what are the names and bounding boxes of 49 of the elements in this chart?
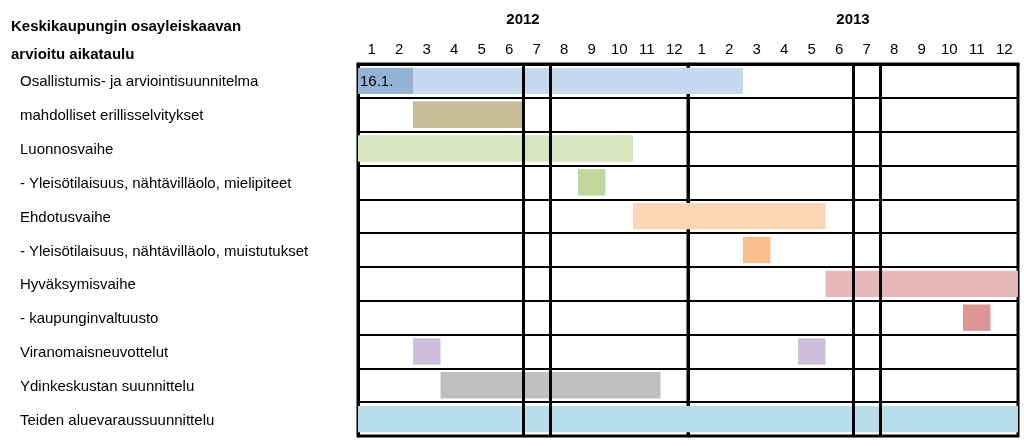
bar bbox=[358, 135, 633, 162]
x-tick-label: 4 bbox=[780, 40, 789, 57]
bar bbox=[440, 372, 661, 399]
bar bbox=[825, 270, 1018, 298]
x2-axis-title: 2013 bbox=[836, 10, 870, 27]
y-tick-label: Ydinkeskustan suunnittelu bbox=[20, 376, 195, 394]
x-tick-label: 7 bbox=[532, 40, 541, 57]
bar bbox=[798, 338, 826, 365]
y-tick-label: - Yleisötilaisuus, nähtävilläolo, mielipiteet bbox=[20, 173, 293, 191]
y-tick-label: - Yleisötilaisuus, nähtävilläolo, muistutukset bbox=[20, 241, 310, 259]
x-tick-label: 9 bbox=[587, 40, 596, 57]
x-tick-label: 10 bbox=[610, 40, 628, 57]
y-tick-label: Hyväksymisvaihe bbox=[20, 275, 136, 293]
x-tick-label: 11 bbox=[968, 40, 985, 57]
x-tick-label: 3 bbox=[422, 40, 431, 57]
x-tick-label: 8 bbox=[890, 40, 899, 57]
x-tick-label: 1 bbox=[367, 40, 376, 57]
y-tick-label: Luonnosvaihe bbox=[20, 140, 114, 158]
x-tick-label: 12 bbox=[995, 40, 1013, 57]
x-tick-label: 3 bbox=[752, 40, 761, 57]
x-tick-label: 7 bbox=[862, 40, 871, 57]
x-tick-label: 10 bbox=[940, 40, 958, 57]
x-tick-label: 2 bbox=[395, 40, 404, 57]
y-tick-label: mahdolliset erillisselvitykset bbox=[20, 106, 205, 124]
x-tick-label: 12 bbox=[665, 40, 683, 57]
y-tick-label: Osallistumis- ja arviointisuunnitelma bbox=[20, 72, 260, 90]
x-tick-label: 5 bbox=[807, 40, 816, 57]
x-tick-label: 11 bbox=[638, 40, 655, 57]
x-tick-label: 9 bbox=[917, 40, 926, 57]
text: Keskikaupungin osayleiskaavan arvioitu aikataulu bbox=[11, 16, 242, 62]
bar bbox=[413, 101, 523, 128]
y-tick-label: - kaupunginvaltuusto bbox=[20, 309, 159, 327]
x-tick-label: 5 bbox=[477, 40, 486, 57]
x-tick-label: 6 bbox=[505, 40, 514, 57]
x-tick-label: 8 bbox=[560, 40, 569, 57]
y-tick-label: Viranomaisneuvottelut bbox=[20, 342, 169, 360]
x2-axis-title: 2012 bbox=[506, 10, 540, 27]
bar bbox=[578, 169, 606, 196]
y-tick-label: Teiden aluevaraussuunnittelu bbox=[20, 410, 215, 428]
bar bbox=[743, 236, 771, 264]
y-tick-label: Ehdotusvaihe bbox=[20, 207, 111, 225]
x-tick-label: 4 bbox=[450, 40, 459, 57]
x-tick-label: 6 bbox=[835, 40, 844, 57]
x-tick-label: 1 bbox=[697, 40, 706, 57]
bar bbox=[413, 338, 441, 365]
x-tick-label: 2 bbox=[725, 40, 734, 57]
annotation: 16.1. bbox=[360, 72, 394, 90]
bar bbox=[358, 67, 413, 95]
bar bbox=[963, 304, 991, 331]
